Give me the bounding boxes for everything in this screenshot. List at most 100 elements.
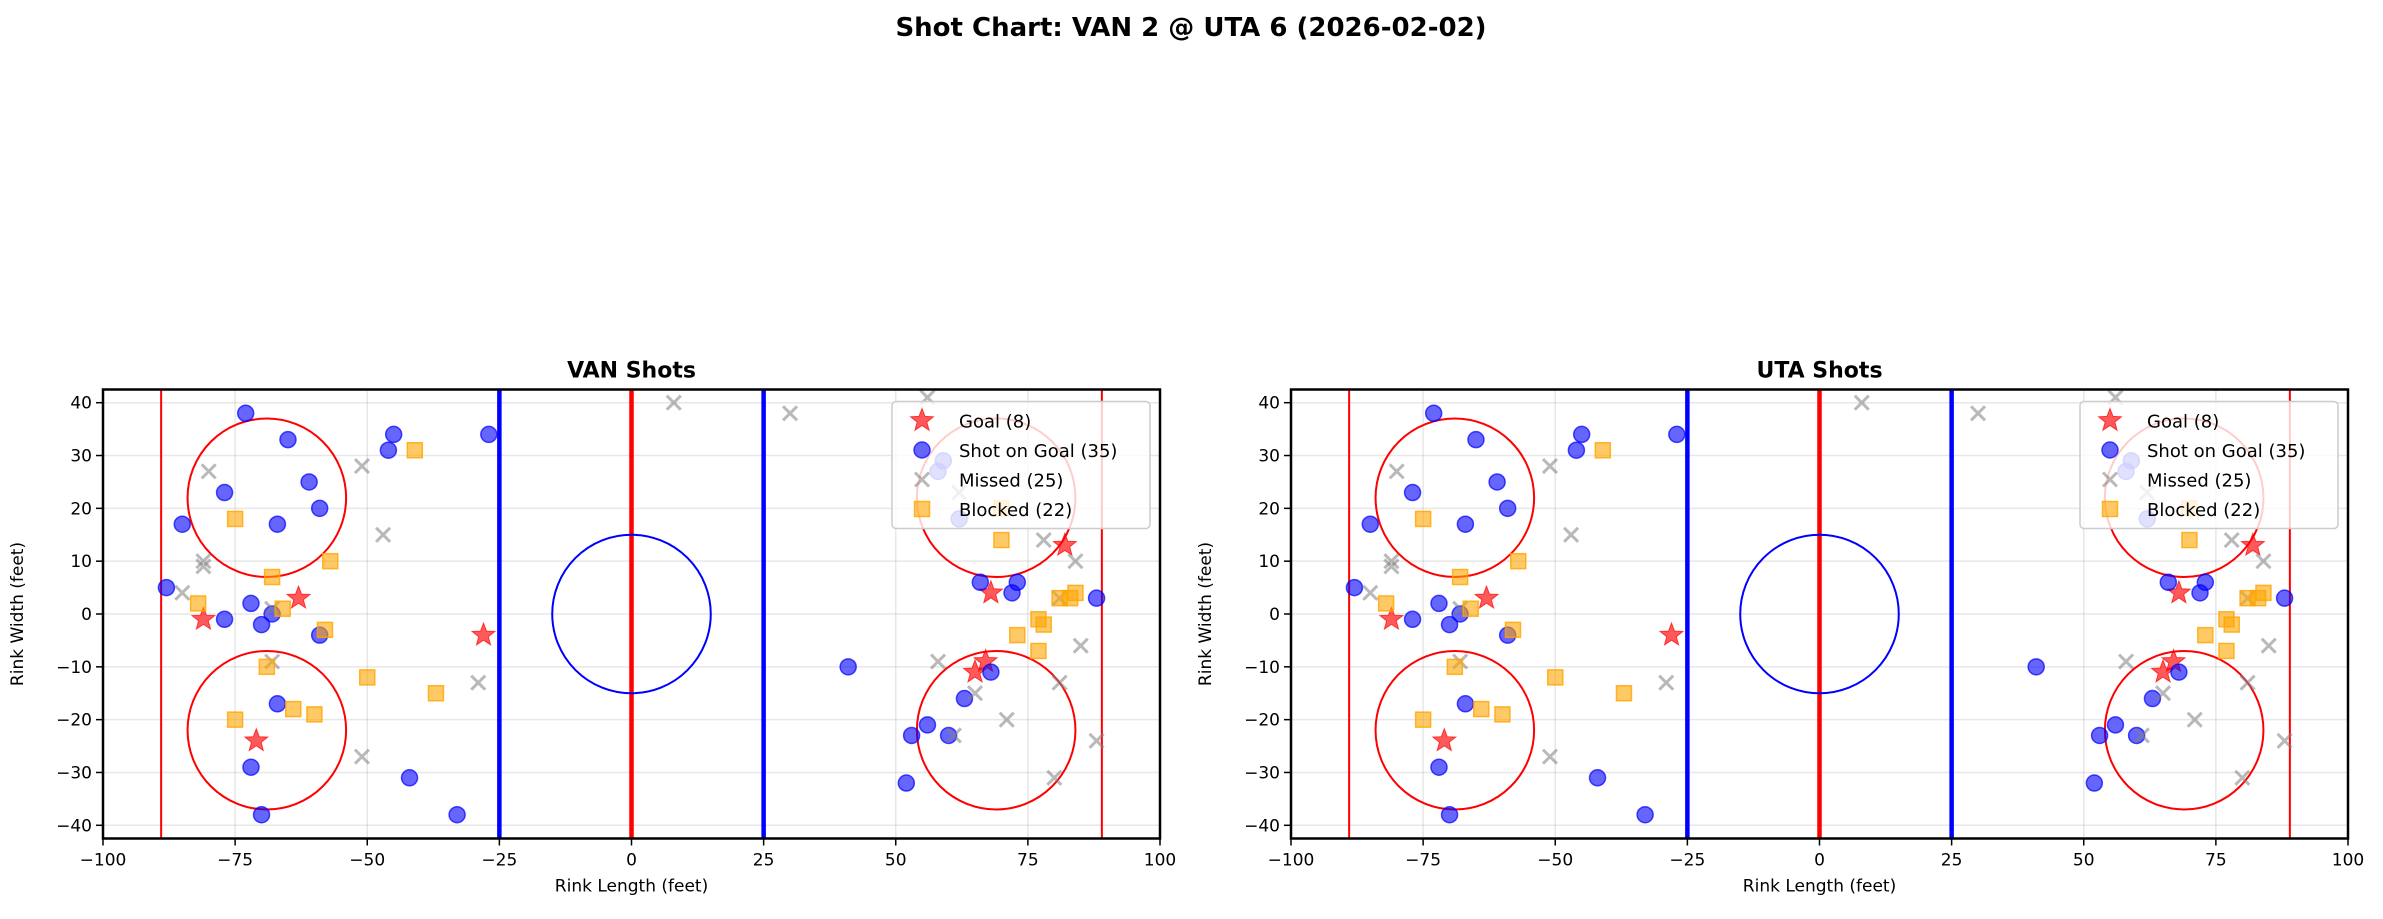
y-axis-label: Rink Width (feet): [8, 542, 28, 686]
shot-point-circle: [918, 716, 937, 734]
shot-point-square: [1510, 552, 1527, 570]
y-tick-label: 10: [1258, 552, 1280, 572]
y-tick-label: 0: [1269, 605, 1280, 625]
shot-point-x: [2239, 674, 2256, 691]
shot-point-x: [353, 748, 371, 765]
shot-point-star: [1473, 584, 1500, 610]
shot-point-x: [929, 653, 947, 670]
legend-marker-star: [909, 407, 935, 432]
shot-point-circle: [971, 573, 990, 592]
shot-point-square: [226, 510, 244, 528]
x-tick-label: −75: [1405, 851, 1441, 871]
shot-point-circle: [982, 663, 1000, 681]
shot-point-x: [1383, 553, 1400, 570]
axes-title: UTA Shots: [1756, 359, 1882, 384]
shot-point-x: [998, 711, 1015, 728]
x-tick-label: 50: [2073, 851, 2095, 871]
shot-point-circle: [1588, 769, 1607, 787]
shot-point-circle: [1488, 473, 1506, 491]
shot-point-x: [1088, 732, 1105, 749]
shot-point-x: [1658, 674, 1675, 691]
shot-point-circle: [1003, 584, 1021, 602]
shot-point-square: [1009, 626, 1026, 644]
shot-point-circle: [939, 726, 958, 745]
shot-point-x: [2186, 711, 2203, 728]
legend-label: Shot on Goal (35): [959, 441, 1117, 462]
legend: Goal (8) Shot on Goal (35) Missed (25) Bloc…: [2079, 400, 2339, 530]
shot-point-circle: [268, 695, 287, 713]
shot-point-square: [274, 600, 291, 617]
shot-point-x: [470, 674, 487, 691]
shot-point-circle: [279, 430, 297, 449]
shot-point-star: [1052, 531, 1078, 557]
shot-point-star: [190, 605, 217, 631]
shot-point-circle: [268, 515, 287, 533]
x-tick-label: 100: [1144, 851, 1176, 871]
shot-point-star: [285, 584, 312, 610]
shot-point-x: [665, 394, 682, 411]
shot-point-circle: [839, 658, 857, 676]
legend-marker-square: [913, 500, 931, 518]
legend-label: Blocked (22): [959, 500, 1072, 521]
shot-point-circle: [2090, 726, 2109, 745]
shot-point-circle: [480, 425, 498, 444]
shot-point-x: [200, 463, 217, 480]
shot-point-circle: [379, 441, 398, 459]
shot-point-circle: [955, 689, 974, 708]
shot-point-star: [243, 727, 270, 752]
legend-label: Goal (8): [2147, 412, 2219, 433]
shot-point-x: [195, 553, 212, 570]
legend-label: Goal (8): [959, 412, 1031, 433]
shot-point-circle: [157, 578, 176, 597]
shot-point-circle: [310, 499, 329, 518]
axes-title: VAN Shots: [567, 359, 696, 384]
shot-point-circle: [1361, 515, 1380, 533]
shot-point-x: [1563, 526, 1580, 543]
y-tick-label: 10: [70, 552, 92, 572]
shot-point-star: [1658, 621, 1685, 646]
legend-marker-circle: [2101, 441, 2119, 459]
shot-point-x: [174, 584, 191, 601]
shot-point-x: [945, 727, 962, 744]
legend-label: Shot on Goal (35): [2147, 441, 2305, 462]
shot-point-x: [781, 405, 799, 422]
y-tick-label: 20: [70, 499, 92, 519]
shot-point-star: [1431, 727, 1458, 752]
shot-point-circle: [215, 610, 234, 629]
shot-point-square: [2255, 584, 2272, 602]
shot-point-square: [1067, 584, 1084, 602]
y-tick-label: −30: [56, 763, 92, 783]
shot-point-square: [322, 552, 339, 570]
x-tick-label: 75: [1017, 851, 1039, 871]
shot-point-x: [2234, 769, 2251, 786]
shot-point-circle: [448, 805, 466, 824]
x-tick-label: 0: [626, 851, 637, 871]
shot-point-circle: [1424, 404, 1443, 423]
shot-point-circle: [242, 758, 260, 776]
shot-point-square: [1504, 621, 1522, 639]
legend-box: [2079, 400, 2339, 530]
shot-point-square: [1377, 595, 1395, 612]
shot-point-circle: [384, 425, 403, 444]
shot-point-square: [359, 669, 376, 686]
x-tick-label: −100: [80, 851, 127, 871]
shot-point-circle: [1440, 805, 1459, 824]
x-tick-label: 75: [2205, 851, 2227, 871]
series-star: [1378, 531, 2266, 752]
shot-point-square: [226, 711, 244, 728]
shot-point-x: [1046, 769, 1063, 786]
shot-point-square: [993, 531, 1010, 549]
shot-point-x: [1362, 584, 1379, 601]
x-tick-label: −25: [481, 851, 517, 871]
shot-point-circle: [2027, 658, 2045, 676]
shot-point-circle: [1403, 483, 1422, 502]
shot-point-square: [285, 700, 302, 718]
x-axis-label: Rink Length (feet): [1743, 877, 1896, 897]
shot-point-square: [1414, 510, 1432, 528]
x-tick-label: 25: [753, 851, 775, 871]
shot-point-square: [1030, 642, 1047, 660]
shot-point-square: [2218, 642, 2235, 660]
shot-point-x: [1969, 405, 1987, 422]
shot-point-x: [2276, 732, 2293, 749]
y-tick-label: −20: [56, 711, 92, 731]
